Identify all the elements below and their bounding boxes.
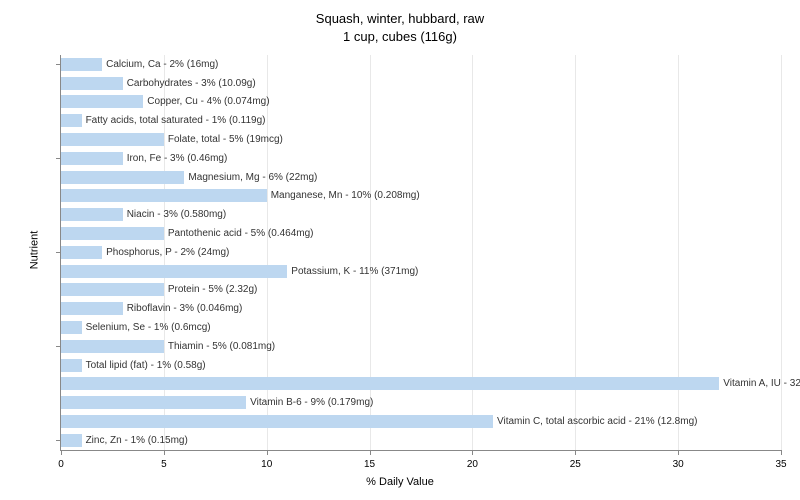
x-tick bbox=[164, 450, 165, 455]
nutrient-row: Calcium, Ca - 2% (16mg) bbox=[61, 55, 781, 74]
nutrient-bar bbox=[61, 189, 267, 202]
nutrient-bar bbox=[61, 227, 164, 240]
nutrient-bar bbox=[61, 396, 246, 409]
nutrient-label: Vitamin A, IU - 32% (1586IU) bbox=[723, 378, 800, 389]
x-axis-label: % Daily Value bbox=[366, 476, 434, 488]
x-tick-label: 20 bbox=[467, 459, 478, 470]
gridline bbox=[781, 55, 782, 450]
nutrient-chart: Squash, winter, hubbard, raw 1 cup, cube… bbox=[0, 0, 800, 500]
nutrient-bar bbox=[61, 359, 82, 372]
nutrient-row: Iron, Fe - 3% (0.46mg) bbox=[61, 149, 781, 168]
x-tick bbox=[678, 450, 679, 455]
nutrient-bar bbox=[61, 208, 123, 221]
nutrient-bar bbox=[61, 321, 82, 334]
x-tick bbox=[267, 450, 268, 455]
nutrient-row: Thiamin - 5% (0.081mg) bbox=[61, 337, 781, 356]
x-tick bbox=[472, 450, 473, 455]
nutrient-label: Calcium, Ca - 2% (16mg) bbox=[106, 59, 218, 70]
nutrient-bar bbox=[61, 377, 719, 390]
nutrient-label: Total lipid (fat) - 1% (0.58g) bbox=[86, 360, 206, 371]
x-tick-label: 35 bbox=[775, 459, 786, 470]
nutrient-bar bbox=[61, 302, 123, 315]
nutrient-bar bbox=[61, 265, 287, 278]
nutrient-bar bbox=[61, 133, 164, 146]
x-tick-label: 0 bbox=[58, 459, 64, 470]
nutrient-row: Manganese, Mn - 10% (0.208mg) bbox=[61, 187, 781, 206]
nutrient-row: Magnesium, Mg - 6% (22mg) bbox=[61, 168, 781, 187]
chart-title: Squash, winter, hubbard, raw 1 cup, cube… bbox=[0, 0, 800, 46]
nutrient-label: Manganese, Mn - 10% (0.208mg) bbox=[271, 190, 420, 201]
nutrient-label: Zinc, Zn - 1% (0.15mg) bbox=[86, 435, 188, 446]
nutrient-label: Vitamin B-6 - 9% (0.179mg) bbox=[250, 397, 373, 408]
nutrient-row: Selenium, Se - 1% (0.6mcg) bbox=[61, 318, 781, 337]
nutrient-row: Vitamin C, total ascorbic acid - 21% (12… bbox=[61, 412, 781, 431]
nutrient-label: Magnesium, Mg - 6% (22mg) bbox=[188, 172, 317, 183]
nutrient-label: Thiamin - 5% (0.081mg) bbox=[168, 341, 275, 352]
x-tick-label: 5 bbox=[161, 459, 167, 470]
plot-area: 05101520253035Calcium, Ca - 2% (16mg)Car… bbox=[60, 55, 781, 451]
nutrient-label: Pantothenic acid - 5% (0.464mg) bbox=[168, 228, 314, 239]
nutrient-label: Potassium, K - 11% (371mg) bbox=[291, 266, 418, 277]
x-tick bbox=[575, 450, 576, 455]
nutrient-row: Zinc, Zn - 1% (0.15mg) bbox=[61, 431, 781, 450]
nutrient-bar bbox=[61, 415, 493, 428]
nutrient-row: Fatty acids, total saturated - 1% (0.119… bbox=[61, 111, 781, 130]
nutrient-label: Phosphorus, P - 2% (24mg) bbox=[106, 247, 229, 258]
y-axis-label: Nutrient bbox=[28, 231, 40, 270]
x-tick bbox=[781, 450, 782, 455]
nutrient-row: Niacin - 3% (0.580mg) bbox=[61, 205, 781, 224]
x-tick-label: 30 bbox=[673, 459, 684, 470]
nutrient-bar bbox=[61, 95, 143, 108]
nutrient-bar bbox=[61, 246, 102, 259]
nutrient-bar bbox=[61, 114, 82, 127]
nutrient-row: Riboflavin - 3% (0.046mg) bbox=[61, 299, 781, 318]
nutrient-label: Folate, total - 5% (19mcg) bbox=[168, 134, 283, 145]
nutrient-label: Selenium, Se - 1% (0.6mcg) bbox=[86, 322, 211, 333]
nutrient-label: Carbohydrates - 3% (10.09g) bbox=[127, 78, 256, 89]
nutrient-row: Pantothenic acid - 5% (0.464mg) bbox=[61, 224, 781, 243]
nutrient-label: Vitamin C, total ascorbic acid - 21% (12… bbox=[497, 416, 697, 427]
nutrient-row: Carbohydrates - 3% (10.09g) bbox=[61, 74, 781, 93]
nutrient-row: Protein - 5% (2.32g) bbox=[61, 281, 781, 300]
nutrient-label: Copper, Cu - 4% (0.074mg) bbox=[147, 96, 269, 107]
nutrient-row: Folate, total - 5% (19mcg) bbox=[61, 130, 781, 149]
nutrient-row: Total lipid (fat) - 1% (0.58g) bbox=[61, 356, 781, 375]
nutrient-bar bbox=[61, 77, 123, 90]
nutrient-row: Vitamin B-6 - 9% (0.179mg) bbox=[61, 393, 781, 412]
nutrient-label: Protein - 5% (2.32g) bbox=[168, 284, 258, 295]
nutrient-row: Copper, Cu - 4% (0.074mg) bbox=[61, 93, 781, 112]
nutrient-bar bbox=[61, 283, 164, 296]
x-tick-label: 15 bbox=[364, 459, 375, 470]
nutrient-label: Fatty acids, total saturated - 1% (0.119… bbox=[86, 115, 266, 126]
title-line-1: Squash, winter, hubbard, raw bbox=[316, 11, 484, 26]
nutrient-row: Phosphorus, P - 2% (24mg) bbox=[61, 243, 781, 262]
nutrient-bar bbox=[61, 434, 82, 447]
nutrient-label: Riboflavin - 3% (0.046mg) bbox=[127, 303, 243, 314]
nutrient-label: Niacin - 3% (0.580mg) bbox=[127, 209, 226, 220]
nutrient-bar bbox=[61, 152, 123, 165]
nutrient-bar bbox=[61, 340, 164, 353]
x-tick bbox=[370, 450, 371, 455]
nutrient-label: Iron, Fe - 3% (0.46mg) bbox=[127, 153, 228, 164]
nutrient-bar bbox=[61, 171, 184, 184]
nutrient-row: Vitamin A, IU - 32% (1586IU) bbox=[61, 375, 781, 394]
title-line-2: 1 cup, cubes (116g) bbox=[343, 29, 457, 44]
x-tick-label: 10 bbox=[261, 459, 272, 470]
nutrient-row: Potassium, K - 11% (371mg) bbox=[61, 262, 781, 281]
x-tick bbox=[61, 450, 62, 455]
x-tick-label: 25 bbox=[570, 459, 581, 470]
nutrient-bar bbox=[61, 58, 102, 71]
